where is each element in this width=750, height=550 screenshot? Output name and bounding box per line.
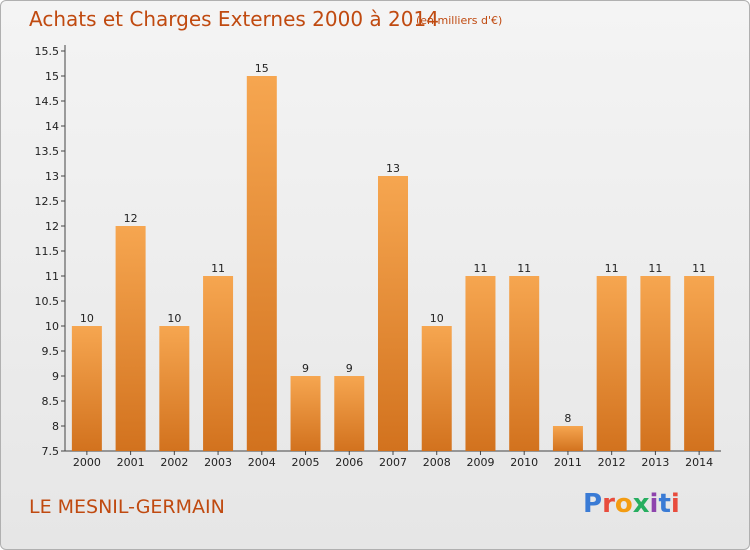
logo-letter: i [649, 489, 659, 519]
data-label: 11 [211, 262, 225, 275]
y-tick-label: 7.5 [42, 445, 60, 458]
bar [552, 426, 583, 451]
logo-letter: i [670, 489, 680, 519]
logo-letter: P [583, 489, 603, 519]
data-label: 15 [255, 62, 269, 75]
bar [684, 276, 715, 451]
bar [159, 326, 190, 451]
x-tick-label: 2006 [335, 456, 363, 469]
x-tick-label: 2007 [379, 456, 407, 469]
data-label: 11 [648, 262, 662, 275]
bar [378, 176, 408, 451]
y-tick-label: 8 [52, 420, 59, 433]
y-tick-label: 13 [45, 170, 59, 183]
commune-name: LE MESNIL-GERMAIN [29, 496, 225, 518]
y-tick-label: 14.5 [35, 95, 60, 108]
x-tick-label: 2000 [73, 456, 101, 469]
data-label: 10 [80, 312, 94, 325]
y-tick-label: 13.5 [35, 145, 60, 158]
bar [596, 276, 627, 451]
data-label: 12 [124, 212, 138, 225]
y-tick-label: 15 [45, 70, 59, 83]
data-label: 13 [386, 162, 400, 175]
y-tick-label: 12.5 [35, 195, 60, 208]
bar [334, 376, 365, 451]
logo-letter: r [602, 489, 615, 519]
x-tick-label: 2010 [510, 456, 538, 469]
x-tick-label: 2005 [292, 456, 320, 469]
bar [421, 326, 452, 451]
bar [246, 76, 277, 451]
x-tick-label: 2009 [466, 456, 494, 469]
y-tick-label: 9.5 [42, 345, 60, 358]
data-label: 11 [692, 262, 706, 275]
bar [640, 276, 671, 451]
bar [71, 326, 102, 451]
x-tick-label: 2014 [685, 456, 713, 469]
y-tick-label: 12 [45, 220, 59, 233]
bar [465, 276, 496, 451]
y-tick-label: 14 [45, 120, 59, 133]
proxiti-logo: Proxiti [583, 489, 680, 519]
x-tick-label: 2002 [160, 456, 188, 469]
logo-letter: x [632, 489, 650, 519]
bar [115, 226, 146, 451]
data-label: 9 [346, 362, 353, 375]
chart-subtitle: (en milliers d'€) [416, 14, 503, 27]
x-tick-label: 2011 [554, 456, 582, 469]
x-tick-label: 2004 [248, 456, 276, 469]
y-tick-label: 15.5 [35, 45, 60, 58]
x-tick-label: 2001 [117, 456, 145, 469]
data-label: 11 [517, 262, 531, 275]
y-tick-label: 8.5 [42, 395, 60, 408]
bar [203, 276, 234, 451]
x-tick-label: 2008 [423, 456, 451, 469]
logo-letter: t [658, 489, 671, 519]
x-tick-label: 2012 [598, 456, 626, 469]
y-tick-label: 10 [45, 320, 59, 333]
data-label: 9 [302, 362, 309, 375]
data-label: 8 [564, 412, 571, 425]
y-tick-label: 9 [52, 370, 59, 383]
data-label: 11 [473, 262, 487, 275]
x-tick-label: 2013 [641, 456, 669, 469]
bar [290, 376, 321, 451]
data-label: 11 [605, 262, 619, 275]
x-tick-label: 2003 [204, 456, 232, 469]
y-tick-label: 11 [45, 270, 59, 283]
logo-letter: o [614, 489, 633, 519]
bar [509, 276, 540, 451]
chart-title: Achats et Charges Externes 2000 à 2014 [29, 7, 439, 31]
y-tick-label: 10.5 [35, 295, 60, 308]
y-tick-label: 11.5 [35, 245, 60, 258]
data-label: 10 [167, 312, 181, 325]
data-label: 10 [430, 312, 444, 325]
